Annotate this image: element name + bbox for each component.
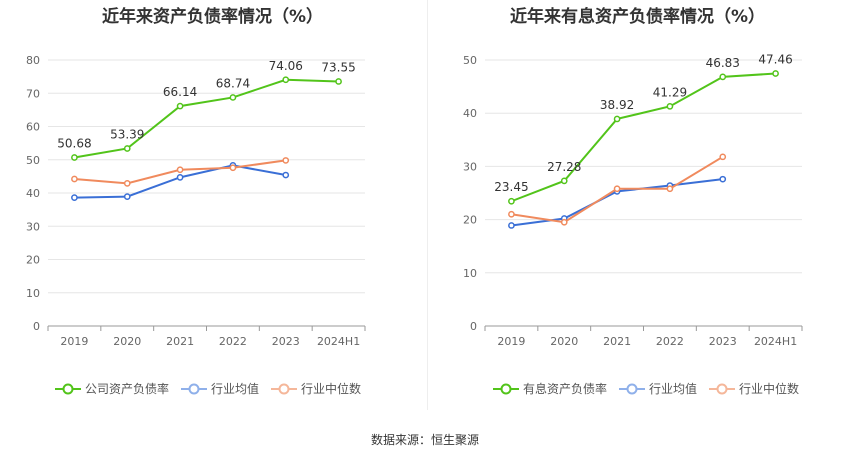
x-tick-label: 2021 (166, 335, 194, 348)
y-tick-label: 30 (463, 160, 477, 173)
y-tick-label: 10 (463, 267, 477, 280)
data-point (176, 102, 184, 110)
data-point (719, 175, 727, 183)
data-label: 47.46 (758, 53, 792, 67)
right-legend: 有息资产负债率 行业均值 行业中位数 (493, 380, 799, 397)
y-tick-label: 0 (33, 320, 40, 333)
x-tick-label: 2019 (60, 335, 88, 348)
y-tick-label: 20 (26, 254, 40, 267)
data-point (666, 102, 674, 110)
x-tick-label: 2023 (272, 335, 300, 348)
legend-label: 有息资产负债率 (523, 382, 608, 396)
data-label: 73.55 (321, 60, 355, 74)
data-point (719, 153, 727, 161)
series-line (74, 78, 339, 159)
x-tick-label: 2024H1 (317, 335, 360, 348)
y-tick-label: 70 (26, 87, 40, 100)
legend-swatch-icon (271, 383, 298, 394)
left-line-chart: 0 10 20 30 40 50 60 70 80 2019 2020 2021 2022 2023 202… (26, 54, 366, 348)
legend-swatch-icon (55, 383, 81, 394)
legend-swatch-icon (619, 383, 646, 394)
data-label: 50.68 (57, 136, 91, 150)
data-point (719, 73, 727, 81)
data-point (176, 166, 184, 174)
data-point (123, 180, 131, 187)
legend-label: 公司资产负债率 (85, 382, 170, 396)
data-point (772, 70, 779, 77)
data-point (666, 185, 674, 193)
x-tick-label: 2024H1 (754, 335, 797, 348)
panel-divider (427, 0, 428, 410)
x-tick-label: 2020 (113, 335, 141, 348)
legend-label: 行业中位数 (301, 382, 362, 396)
data-point (71, 194, 78, 202)
y-tick-label: 40 (463, 107, 477, 120)
data-point (282, 171, 290, 179)
x-tick-label: 2021 (603, 335, 631, 348)
y-tick-label: 80 (26, 54, 40, 67)
right-line-chart: 0 10 20 30 40 50 2019 2020 2021 2022 2023 2024H1 23.… (463, 53, 803, 348)
x-tick-label: 2023 (709, 335, 737, 348)
legend-swatch-icon (493, 383, 519, 394)
data-point (71, 175, 78, 183)
legend-item[interactable]: 行业均值 (619, 380, 697, 397)
data-point (335, 78, 342, 85)
legend-swatch-icon (181, 383, 208, 394)
data-point (71, 154, 78, 161)
data-label: 53.39 (110, 127, 144, 141)
data-label: 41.29 (653, 85, 687, 99)
x-tick-label: 2022 (219, 335, 247, 348)
y-tick-label: 40 (26, 187, 40, 200)
y-tick-label: 20 (463, 214, 477, 227)
data-point (613, 115, 621, 123)
series-line (511, 72, 776, 203)
data-point (508, 197, 515, 205)
x-tick-label: 2019 (497, 335, 525, 348)
legend-item[interactable]: 行业中位数 (271, 380, 361, 397)
data-point (123, 145, 131, 152)
data-point (613, 185, 621, 193)
data-point (123, 193, 131, 201)
data-label: 74.06 (269, 59, 303, 73)
chart-title: 近年来有息资产负债率情况（%） (509, 7, 766, 27)
x-tick-label: 2022 (656, 335, 684, 348)
y-tick-label: 10 (26, 287, 40, 300)
x-tick-label: 2020 (550, 335, 578, 348)
data-point (176, 174, 184, 181)
left-legend: 公司资产负债率 行业均值 行业中位数 (55, 380, 361, 397)
data-label: 27.28 (547, 160, 581, 174)
left-chart-panel: 近年来资产负债率情况（%） 0 10 20 30 40 50 60 70 80 2019 2020 2… (0, 0, 425, 420)
legend-item[interactable]: 公司资产负债率 (55, 380, 169, 397)
y-tick-label: 50 (463, 54, 477, 67)
right-chart-panel: 近年来有息资产负债率情况（%） 0 10 20 30 40 50 2019 2020 2021 2… (425, 0, 850, 420)
y-tick-label: 60 (26, 121, 40, 134)
data-point (508, 222, 515, 229)
legend-swatch-icon (709, 383, 736, 394)
chart-title: 近年来资产负债率情况（%） (101, 7, 324, 27)
data-label: 68.74 (216, 76, 250, 90)
legend-item[interactable]: 有息资产负债率 (493, 380, 607, 397)
data-point (560, 177, 568, 185)
data-point (229, 164, 237, 172)
data-point (229, 94, 237, 101)
legend-item[interactable]: 行业均值 (181, 380, 259, 397)
y-tick-label: 30 (26, 220, 40, 233)
data-point (508, 210, 515, 218)
data-point (560, 218, 568, 226)
data-source-note: 数据来源：恒生聚源 (370, 433, 479, 447)
legend-label: 行业均值 (649, 382, 698, 396)
y-tick-label: 0 (470, 320, 477, 333)
legend-label: 行业均值 (211, 382, 260, 396)
data-label: 23.45 (494, 180, 528, 194)
data-label: 38.92 (600, 98, 634, 112)
data-label: 66.14 (163, 85, 197, 99)
data-point (282, 76, 290, 84)
data-label: 46.83 (706, 56, 740, 70)
y-tick-label: 50 (26, 154, 40, 167)
data-point (282, 157, 290, 164)
legend-label: 行业中位数 (739, 382, 800, 396)
legend-item[interactable]: 行业中位数 (709, 380, 799, 397)
